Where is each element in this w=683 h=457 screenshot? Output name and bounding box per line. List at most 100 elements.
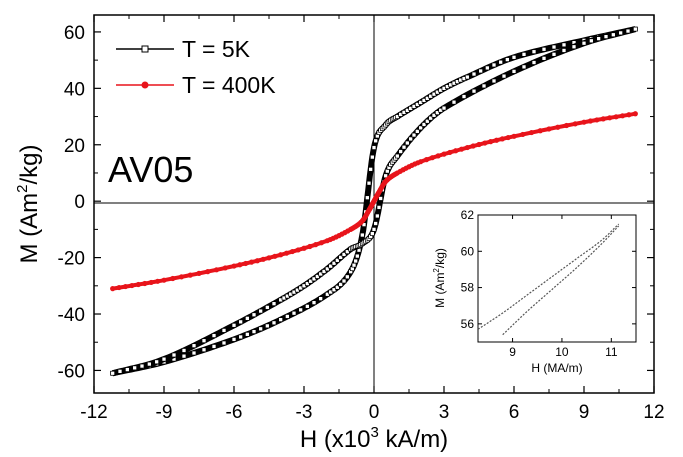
inset-y-label-tail: /kg) — [433, 248, 447, 268]
400k-point — [505, 134, 511, 141]
5k-point — [264, 323, 270, 329]
5k-point — [251, 329, 257, 334]
main-ticks: -12 -9 -6 -3 0 3 6 9 12 -60 -40 -20 0 20 40 60 — [58, 15, 665, 423]
5k-point — [531, 60, 537, 65]
400k-point — [248, 259, 255, 265]
legend: T = 5K T = 400K — [116, 36, 276, 98]
5k-point — [338, 255, 344, 260]
5k-point — [424, 118, 430, 124]
inset-y-tick-label: 58 — [461, 281, 475, 295]
inset-y-label-superscript: 2 — [432, 268, 441, 273]
400k-point — [587, 118, 594, 124]
inset-chart: 9 10 11 56 58 60 62 H (MA/m) M (Am2/kg) — [422, 207, 644, 380]
main-curves — [110, 26, 638, 377]
5k-point — [353, 258, 359, 264]
5k-point — [511, 54, 517, 60]
legend-marker-5k — [141, 45, 149, 53]
inset-y-tick-label: 60 — [461, 244, 475, 258]
5k-point — [464, 74, 470, 80]
400k-point — [260, 256, 266, 262]
400k-point — [520, 131, 526, 138]
400k-point — [129, 282, 135, 289]
5k-point — [378, 196, 384, 201]
5k-point — [181, 348, 187, 353]
400k-point — [254, 258, 260, 264]
5k-point — [484, 65, 490, 71]
5k-point — [421, 122, 427, 127]
400k-point — [266, 255, 272, 261]
5k-point — [398, 149, 404, 154]
400k-point — [187, 272, 193, 278]
x-axis-label-superscript: 3 — [371, 424, 379, 441]
5k-point — [344, 274, 350, 280]
inset-lower-branch-line — [502, 225, 620, 336]
5k-point — [561, 48, 567, 53]
400k-point — [289, 248, 295, 255]
5k-point — [618, 30, 624, 36]
5k-point — [531, 49, 537, 55]
5k-point — [394, 153, 400, 159]
y-tick-label: 0 — [74, 192, 85, 213]
5k-point — [383, 173, 389, 179]
5k-point — [124, 367, 130, 372]
inset-x-tick-label: 11 — [605, 345, 618, 359]
5k-point — [311, 276, 317, 282]
400k-point — [301, 245, 307, 251]
400k-point — [499, 136, 505, 142]
400k-point — [161, 277, 167, 283]
5k-point — [244, 331, 250, 337]
400k-point — [482, 140, 488, 146]
5k-point — [418, 125, 424, 131]
400k-point — [122, 283, 129, 290]
5k-point — [414, 129, 420, 134]
5k-point — [354, 253, 360, 259]
5k-point — [374, 213, 380, 219]
5k-point — [603, 34, 609, 39]
400k-point — [237, 262, 243, 268]
5k-point — [521, 52, 527, 57]
5k-point — [498, 59, 504, 65]
5k-point — [588, 38, 594, 44]
5k-point — [521, 64, 527, 70]
5k-point — [334, 257, 340, 263]
400k-point — [626, 112, 632, 118]
5k-point — [338, 282, 344, 287]
5k-point — [581, 40, 587, 46]
400k-point — [613, 114, 619, 120]
400k-point — [572, 121, 578, 127]
5k-point — [171, 352, 177, 358]
5k-point — [596, 36, 602, 41]
5k-point — [146, 361, 152, 367]
5k-point — [491, 62, 497, 68]
5k-point — [344, 249, 350, 255]
5k-point — [318, 271, 324, 277]
inset-curves — [477, 223, 620, 336]
400k-point — [563, 122, 570, 129]
5k-point — [331, 260, 337, 266]
400k-point — [537, 128, 543, 134]
5k-point — [441, 105, 447, 111]
inset-x-tick-label: 10 — [555, 345, 569, 359]
5k-point — [551, 44, 557, 50]
5k-point — [359, 232, 365, 238]
5k-point — [471, 71, 477, 77]
5k-point — [231, 322, 237, 328]
5k-point — [404, 140, 410, 146]
400k-point — [476, 141, 482, 148]
5k-point — [291, 310, 297, 316]
5k-point — [132, 365, 138, 371]
5k-point — [511, 69, 517, 74]
400k-point — [222, 265, 228, 271]
5k-point — [117, 368, 123, 374]
400k-point — [493, 137, 500, 143]
5k-point — [238, 334, 244, 340]
5k-point — [304, 304, 310, 309]
400k-point — [205, 269, 211, 275]
5k-point — [408, 136, 414, 142]
400k-point — [458, 146, 465, 152]
5k-point — [369, 154, 375, 160]
5k-point — [431, 112, 437, 118]
sample-annotation: AV05 — [108, 149, 193, 190]
400k-point — [464, 144, 470, 151]
y-axis-label-main: M (Am — [16, 193, 43, 264]
